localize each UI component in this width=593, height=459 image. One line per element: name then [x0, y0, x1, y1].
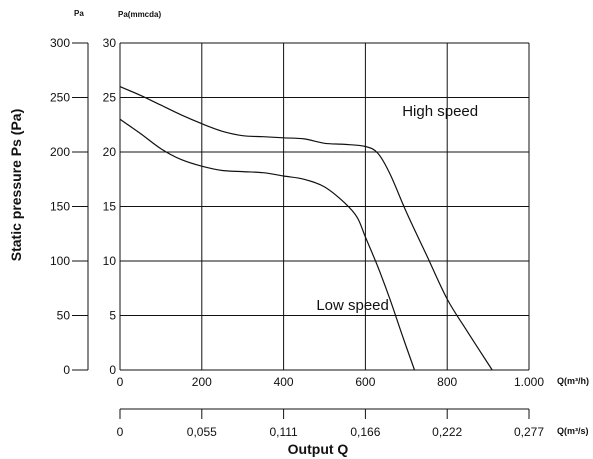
right-unit-label: Pa(mmcda) — [118, 10, 161, 19]
pa-tick-label: 100 — [50, 254, 70, 268]
mmcda-tick-label: 5 — [109, 309, 116, 323]
x-tick-label: 600 — [355, 375, 375, 389]
annotation-high-speed: High speed — [402, 103, 478, 120]
pa-tick-label: 200 — [50, 145, 70, 159]
secondary-x-tick-label: 0,166 — [350, 425, 380, 439]
secondary-x-tick-label: 0,111 — [269, 425, 298, 439]
mmcda-tick-label: 30 — [103, 36, 117, 50]
mmcda-tick-label: 0 — [109, 363, 116, 377]
secondary-x-tick-label: 0,277 — [514, 425, 544, 439]
x-tick-label: 200 — [192, 375, 212, 389]
series-line-low-speed — [119, 118, 416, 371]
pa-tick-label: 300 — [50, 36, 70, 50]
pa-tick-label: 50 — [57, 309, 71, 323]
x-unit-secondary: Q(m³/s) — [557, 426, 589, 436]
secondary-x-tick-label: 0,055 — [187, 425, 217, 439]
x-tick-label: 400 — [274, 375, 294, 389]
mmcda-tick-label: 15 — [103, 200, 117, 214]
y-axis-title: Static pressure Ps (Pa) — [8, 109, 24, 262]
mmcda-tick-label: 10 — [103, 254, 117, 268]
annotation-low-speed: Low speed — [316, 297, 389, 314]
pa-tick-label: 0 — [63, 363, 70, 377]
secondary-x-tick-label: 0 — [117, 425, 124, 439]
left-unit-label: Pa — [74, 9, 84, 18]
x-tick-label: 1.000 — [514, 375, 544, 389]
mmcda-tick-label: 25 — [103, 91, 117, 105]
pa-tick-label: 250 — [50, 91, 70, 105]
series-line-high-speed — [119, 86, 493, 371]
x-tick-label: 800 — [437, 375, 457, 389]
x-unit-primary: Q(m³/h) — [557, 376, 589, 386]
pa-tick-label: 150 — [50, 200, 70, 214]
x-tick-label: 0 — [117, 375, 124, 389]
x-axis-title: Output Q — [288, 441, 349, 457]
grid — [119, 42, 530, 371]
labels: Pa Pa(mmcda) Static pressure Ps (Pa) Out… — [8, 9, 589, 457]
series-lines — [119, 86, 493, 371]
secondary-x-tick-label: 0,222 — [432, 425, 462, 439]
mmcda-tick-label: 20 — [103, 145, 117, 159]
axes — [72, 42, 530, 419]
